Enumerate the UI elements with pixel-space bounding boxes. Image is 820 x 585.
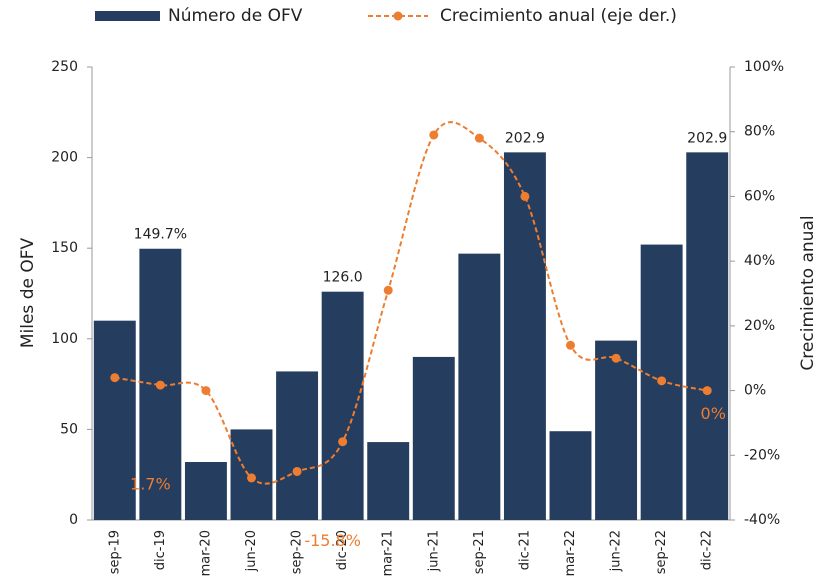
y2-tick-label: 40%	[744, 253, 775, 269]
x-tick-label: dic-20	[335, 530, 350, 570]
x-tick-label: jun-20	[244, 530, 259, 572]
x-tick-label: sep-20	[290, 530, 305, 574]
legend-label: Número de OFV	[168, 6, 303, 26]
line-marker	[383, 285, 393, 295]
y2-tick-label: -20%	[744, 447, 780, 463]
line-marker	[338, 437, 348, 447]
bar	[93, 320, 136, 520]
bar	[458, 253, 501, 521]
bar	[686, 152, 729, 520]
y2-tick-label: 100%	[744, 59, 784, 75]
line-marker	[702, 386, 712, 396]
bar	[367, 442, 410, 520]
bar	[321, 291, 364, 520]
line-marker	[155, 380, 165, 390]
y2-tick-label: 60%	[744, 188, 775, 204]
data-label: 149.7%	[134, 227, 187, 243]
legend-label: Crecimiento anual (eje der.)	[440, 6, 677, 26]
line-marker	[657, 376, 667, 386]
line-marker	[110, 373, 120, 383]
data-label: 202.9	[505, 130, 545, 146]
y2-tick-label: 0%	[744, 383, 766, 399]
line-marker	[247, 473, 256, 483]
bar	[412, 356, 455, 520]
y-tick-label: 250	[51, 59, 78, 75]
legend-marker	[393, 11, 403, 21]
y2-tick-label: 80%	[744, 124, 775, 140]
y-tick-label: 200	[51, 150, 78, 166]
x-tick-label: dic-19	[153, 530, 168, 570]
bar	[276, 371, 319, 520]
bar	[503, 152, 546, 520]
y-tick-label: 150	[51, 240, 78, 256]
y-tick-label: 100	[51, 331, 78, 347]
y2-tick-label: 20%	[744, 318, 775, 334]
x-tick-label: sep-19	[107, 530, 122, 574]
x-tick-label: dic-21	[517, 530, 532, 570]
x-tick-label: sep-22	[654, 530, 669, 574]
bar	[549, 431, 592, 520]
bar	[595, 340, 638, 520]
bar	[184, 462, 227, 520]
line-marker	[292, 466, 302, 476]
data-label: 126.0	[323, 270, 363, 286]
line-marker	[566, 340, 575, 350]
line	[114, 121, 708, 485]
line-marker	[201, 386, 211, 396]
data-label: 0%	[701, 404, 726, 423]
line-marker	[520, 191, 530, 201]
line-marker	[474, 133, 484, 143]
x-tick-label: mar-22	[563, 530, 578, 576]
x-tick-label: sep-21	[472, 530, 487, 574]
data-label: 202.9	[687, 130, 727, 146]
line-marker	[429, 130, 439, 140]
x-tick-label: jun-21	[426, 530, 441, 572]
x-tick-label: mar-21	[381, 530, 396, 576]
line-marker	[611, 353, 621, 363]
data-label: -15.8%	[304, 531, 361, 550]
x-tick-label: jun-22	[609, 530, 624, 572]
y2-tick-label: -40%	[744, 512, 780, 528]
y-tick-label: 50	[60, 421, 78, 437]
legend-swatch	[95, 11, 160, 21]
y2-axis-label: Crecimiento anual	[798, 215, 818, 370]
y-tick-label: 0	[69, 512, 78, 528]
x-tick-label: mar-20	[198, 530, 213, 576]
y-axis-label: Miles de OFV	[18, 237, 38, 348]
data-label: 1.7%	[130, 475, 171, 494]
x-tick-label: dic-22	[700, 530, 715, 570]
